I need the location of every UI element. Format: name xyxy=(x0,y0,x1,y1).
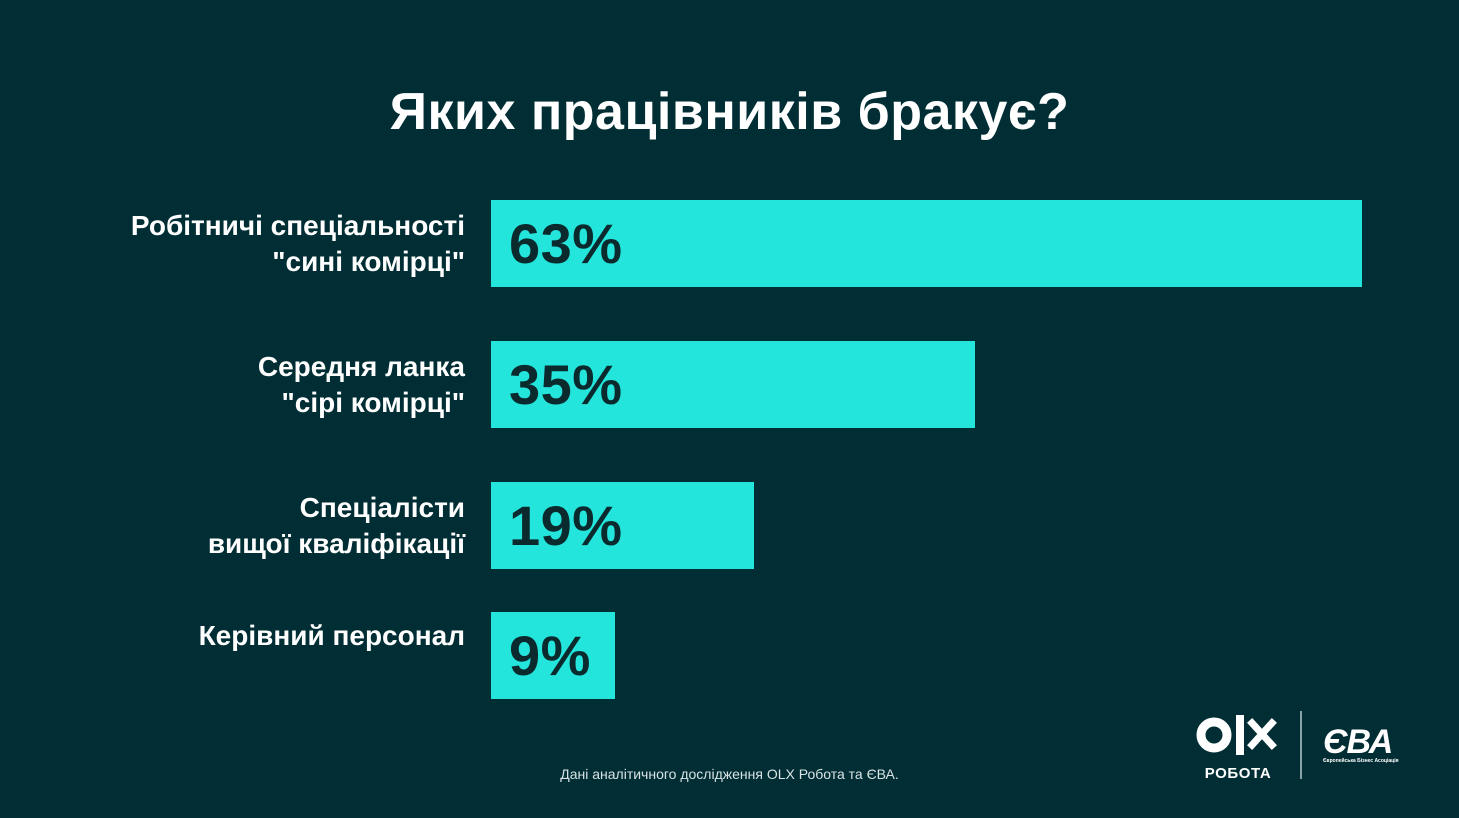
eba-sub-label: Європейська Бізнес Асоціація xyxy=(1323,758,1399,764)
bar-value-label: 35% xyxy=(509,353,623,416)
bar-value-label: 19% xyxy=(509,494,623,557)
category-label: Середня ланка "сірі комірці" xyxy=(257,350,465,418)
eba-logo-text: ЄВА xyxy=(1323,723,1393,761)
source-note: Дані аналітичного дослідження OLX Робота… xyxy=(560,766,899,782)
bar: 35% xyxy=(491,341,975,428)
eba-logo: ЄВА Європейська Бізнес Асоціація xyxy=(1323,722,1407,768)
olx-robota-logo: РОБОТА xyxy=(1196,713,1280,785)
chart-title: Яких працівників бракує? xyxy=(389,83,1070,141)
category-label: Робітничі спеціальності "сині комірці" xyxy=(130,209,465,277)
bar-value-label: 9% xyxy=(509,624,591,687)
bar: 63% xyxy=(491,200,1362,287)
category-label: Керівний персонал xyxy=(198,620,465,651)
category-label: Спеціалісти вищої кваліфікації xyxy=(207,491,465,559)
bar: 9% xyxy=(491,612,615,699)
bar: 19% xyxy=(491,482,754,569)
olx-sub-label: РОБОТА xyxy=(1204,765,1272,782)
bar-value-label: 63% xyxy=(509,212,623,275)
logo-divider xyxy=(1300,711,1302,779)
olx-logo-icon xyxy=(1196,715,1277,755)
